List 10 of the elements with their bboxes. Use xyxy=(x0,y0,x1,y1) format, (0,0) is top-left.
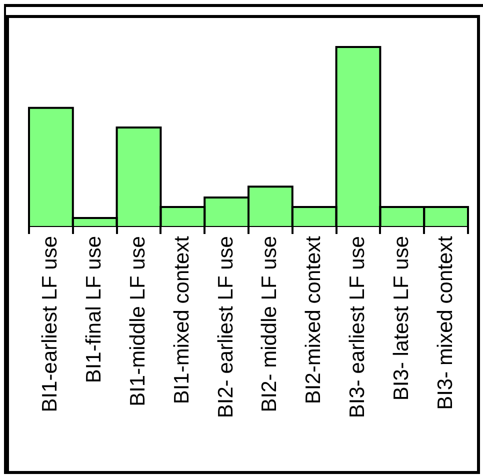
x-tick-label: BI3- latest LF use xyxy=(390,236,413,401)
x-tick-label: BI1-final LF use xyxy=(82,236,106,384)
x-tick-label: BI3- mixed context xyxy=(434,236,457,410)
x-tick-label: BI2- middle LF use xyxy=(258,236,282,412)
x-tick-label: BI1-earliest LF use xyxy=(38,236,62,412)
x-tick-label: BI2- earliest LF use xyxy=(214,236,238,418)
x-tick-label: BI2-mixed context xyxy=(302,236,326,404)
x-tick-label: BI1-middle LF use xyxy=(126,236,150,406)
x-tick-label: BI3- earliest LF use xyxy=(346,236,370,418)
x-tick-label: BI1-mixed context xyxy=(170,236,194,404)
